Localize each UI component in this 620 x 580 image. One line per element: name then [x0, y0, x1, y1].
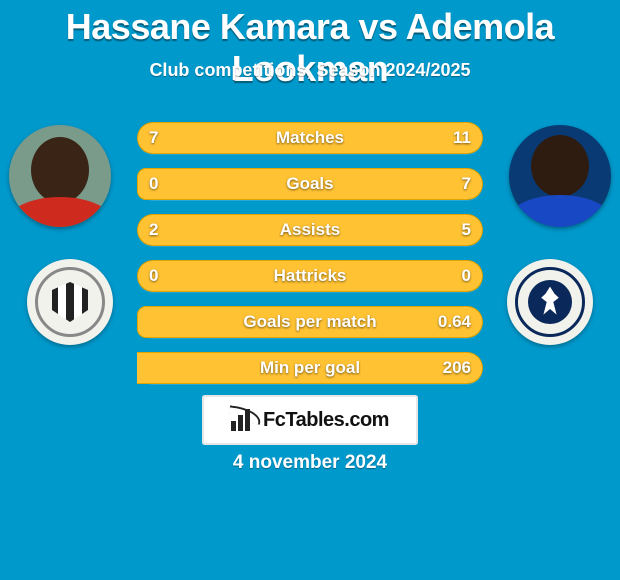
stat-fill-left: [137, 306, 146, 338]
stats-container: 7Matches11 0Goals7 2Assists5 0Hattricks0 Goa…: [137, 122, 483, 398]
brand-logo-icon: [231, 409, 257, 431]
stat-row: 2Assists5: [137, 214, 483, 246]
stat-fill-left: [137, 214, 236, 246]
stat-row: 0Hattricks0: [137, 260, 483, 292]
stat-fill-right: [146, 168, 483, 200]
stat-fill-right: [146, 306, 483, 338]
stat-fill-left: [137, 260, 310, 292]
player-right-avatar: [509, 125, 611, 227]
stat-row: 0Goals7: [137, 168, 483, 200]
brand-box: FcTables.com: [202, 395, 418, 445]
comparison-card: Hassane Kamara vs Ademola Lookman Club c…: [0, 0, 620, 580]
stat-fill-right: [236, 214, 483, 246]
stat-row: Min per goal206: [137, 352, 483, 384]
club-right-crest: [507, 259, 593, 345]
stat-row: 7Matches11: [137, 122, 483, 154]
stat-fill-left: [137, 122, 270, 154]
stat-fill-right: [137, 352, 483, 384]
stat-fill-left: [137, 168, 146, 200]
stat-row: Goals per match0.64: [137, 306, 483, 338]
brand-text: FcTables.com: [263, 409, 389, 432]
stat-fill-right: [310, 260, 483, 292]
date-text: 4 november 2024: [0, 452, 620, 474]
player-left-avatar: [9, 125, 111, 227]
club-left-crest: [27, 259, 113, 345]
subtitle: Club competitions, Season 2024/2025: [0, 60, 620, 81]
stat-fill-right: [270, 122, 483, 154]
